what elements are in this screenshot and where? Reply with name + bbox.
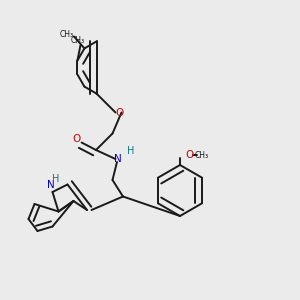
Text: H: H (127, 146, 134, 156)
Text: O: O (115, 107, 123, 118)
Text: O: O (185, 150, 193, 160)
Text: CH₃: CH₃ (194, 151, 209, 160)
Text: N: N (114, 154, 122, 164)
Text: H: H (52, 174, 60, 184)
Text: CH₃: CH₃ (59, 30, 74, 39)
Text: N: N (47, 179, 55, 190)
Text: CH₃: CH₃ (70, 36, 85, 45)
Text: O: O (72, 134, 80, 145)
